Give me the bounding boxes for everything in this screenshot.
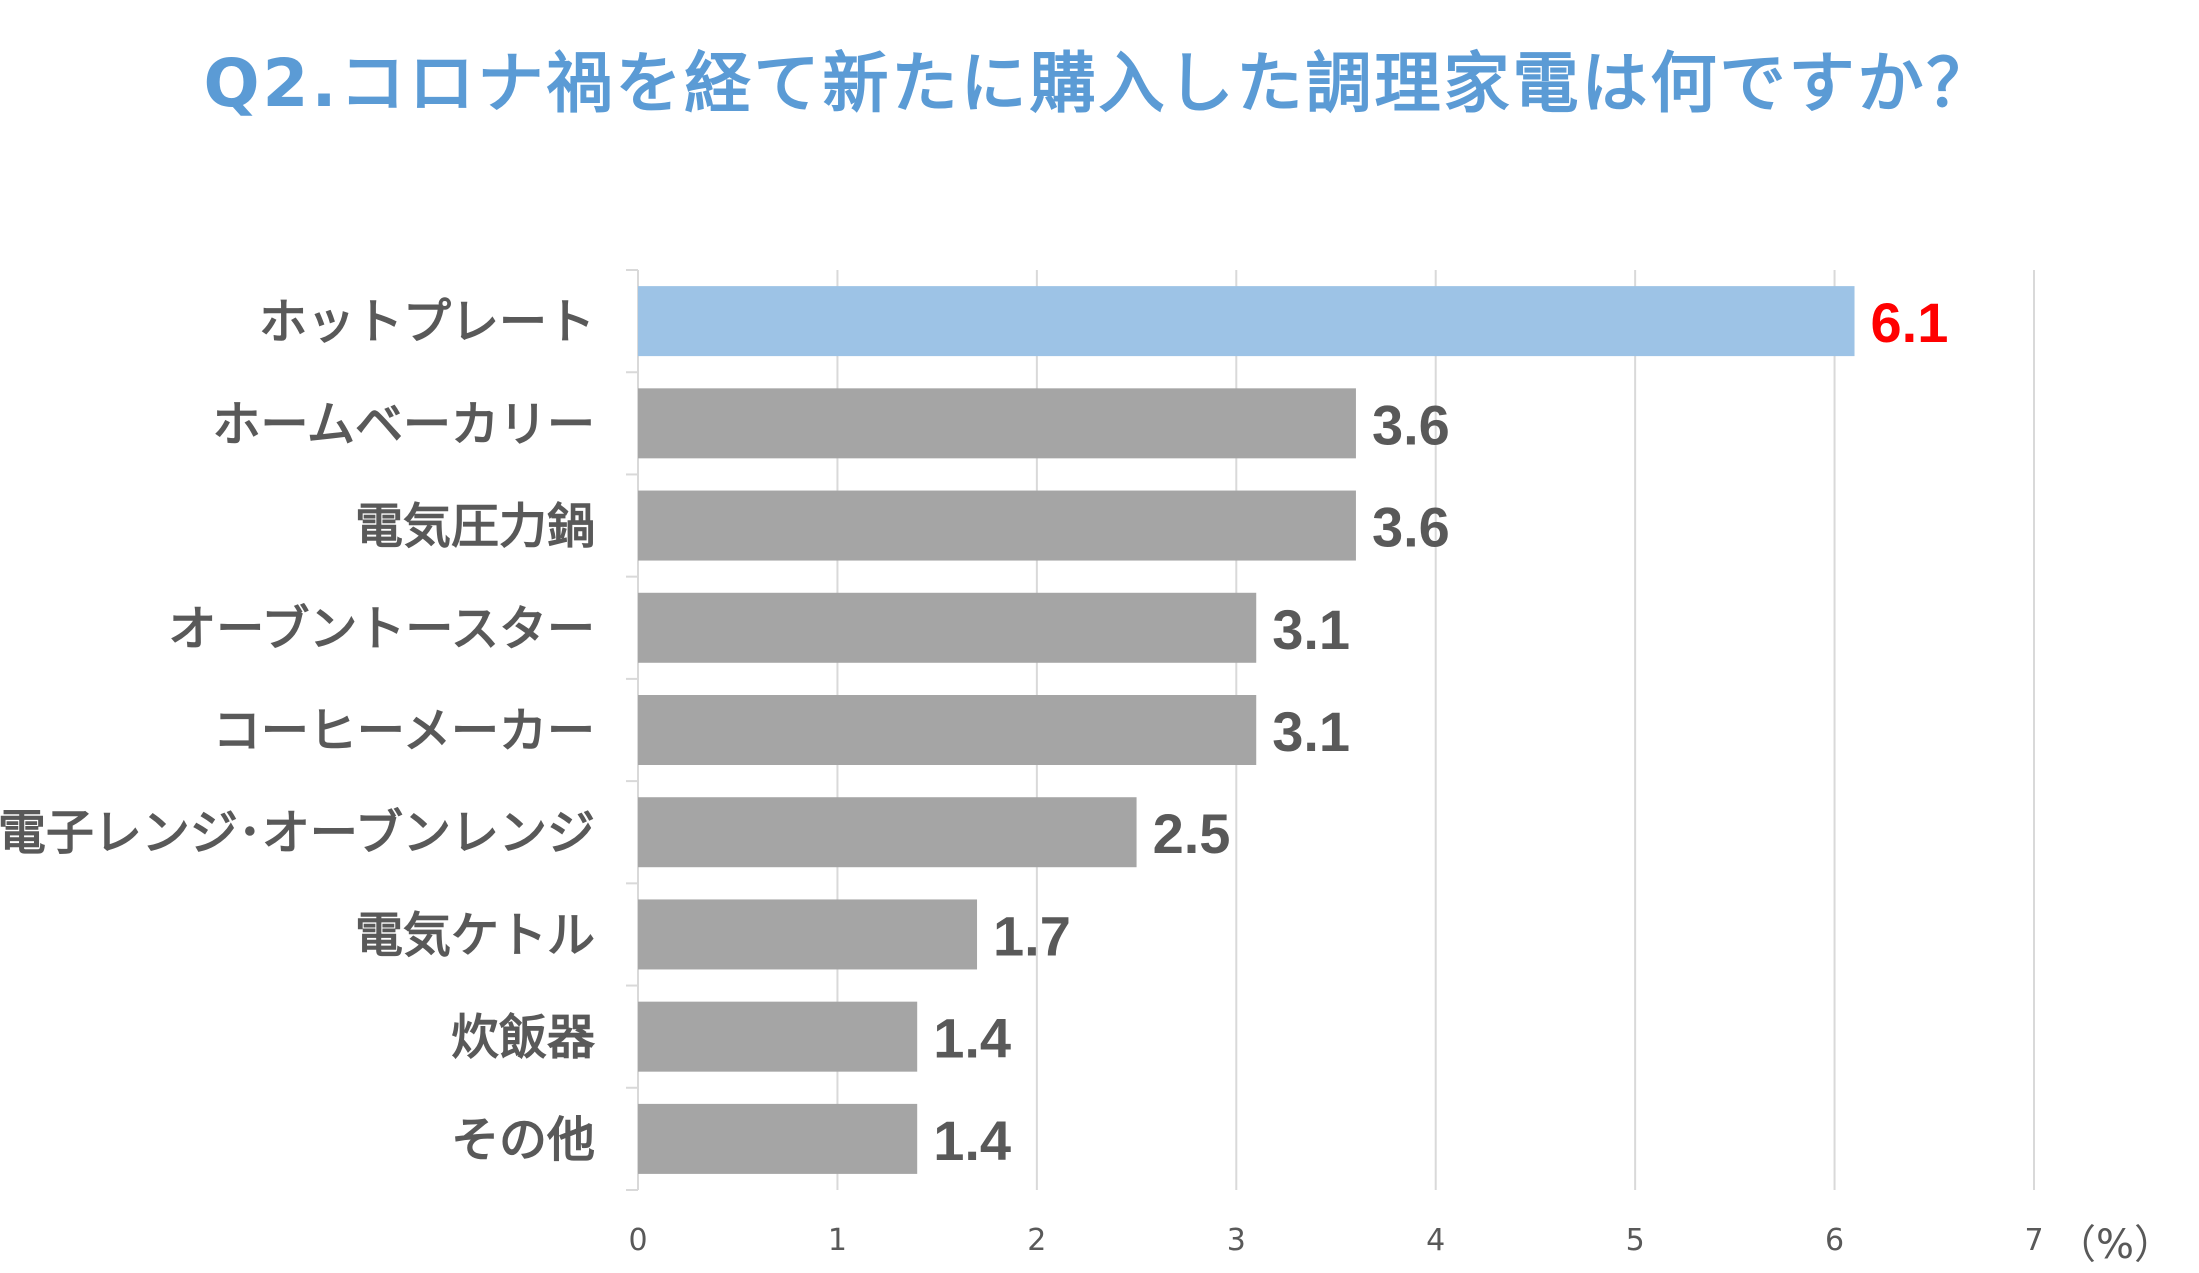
bar: [638, 490, 1356, 561]
category-label: 炊飯器: [451, 1010, 596, 1066]
category-label: ホームベーカリー: [212, 396, 595, 452]
value-label: 3.1: [1272, 598, 1350, 661]
category-label: 電子レンジ･オーブンレンジ: [0, 805, 595, 861]
x-tick-label: 2: [1027, 1223, 1046, 1258]
bar: [638, 1103, 918, 1174]
category-label: その他: [451, 1112, 595, 1168]
bar: [638, 286, 1855, 357]
x-tick-label: 0: [628, 1223, 647, 1258]
value-label: 3.1: [1272, 700, 1350, 763]
x-axis-unit: （%）: [2056, 1222, 2174, 1268]
category-labels: ホットプレートホームベーカリー電気圧力鍋オーブントースターコーヒーメーカー電子レ…: [0, 294, 596, 1168]
value-label: 1.4: [933, 1109, 1011, 1172]
value-label: 6.1: [1871, 291, 1949, 354]
category-label: 電気ケトル: [355, 907, 595, 963]
x-tick-label: 1: [828, 1223, 847, 1258]
value-labels: 6.1 3.6 3.6 3.1 3.1 2.5 1.7 1.4 1.4: [933, 291, 1948, 1172]
bar: [638, 695, 1257, 765]
bar: [638, 899, 978, 970]
bar: [638, 1001, 918, 1072]
category-label: オーブントースター: [168, 601, 595, 657]
x-tick-label: 6: [1825, 1223, 1844, 1258]
chart-title: Q2.コロナ禍を経て新たに購入した調理家電は何ですか？: [203, 45, 1996, 122]
bar: [638, 592, 1257, 663]
x-axis-ticks: 0 1 2 3 4 5 6 7: [628, 1223, 2043, 1258]
x-tick-label: 4: [1426, 1223, 1445, 1258]
category-label: コーヒーメーカー: [213, 703, 595, 759]
x-tick-label: 3: [1227, 1223, 1246, 1258]
value-label: 2.5: [1153, 802, 1231, 865]
bar: [638, 388, 1356, 459]
bar: [638, 797, 1137, 868]
category-label: ホットプレート: [259, 294, 595, 350]
x-tick-label: 7: [2024, 1223, 2043, 1258]
x-tick-label: 5: [1626, 1223, 1645, 1258]
value-label: 1.7: [993, 904, 1071, 967]
category-label: 電気圧力鍋: [355, 499, 595, 555]
value-label: 3.6: [1372, 393, 1450, 456]
bars: [638, 286, 1855, 1174]
value-label: 3.6: [1372, 496, 1450, 559]
value-label: 1.4: [933, 1007, 1011, 1070]
